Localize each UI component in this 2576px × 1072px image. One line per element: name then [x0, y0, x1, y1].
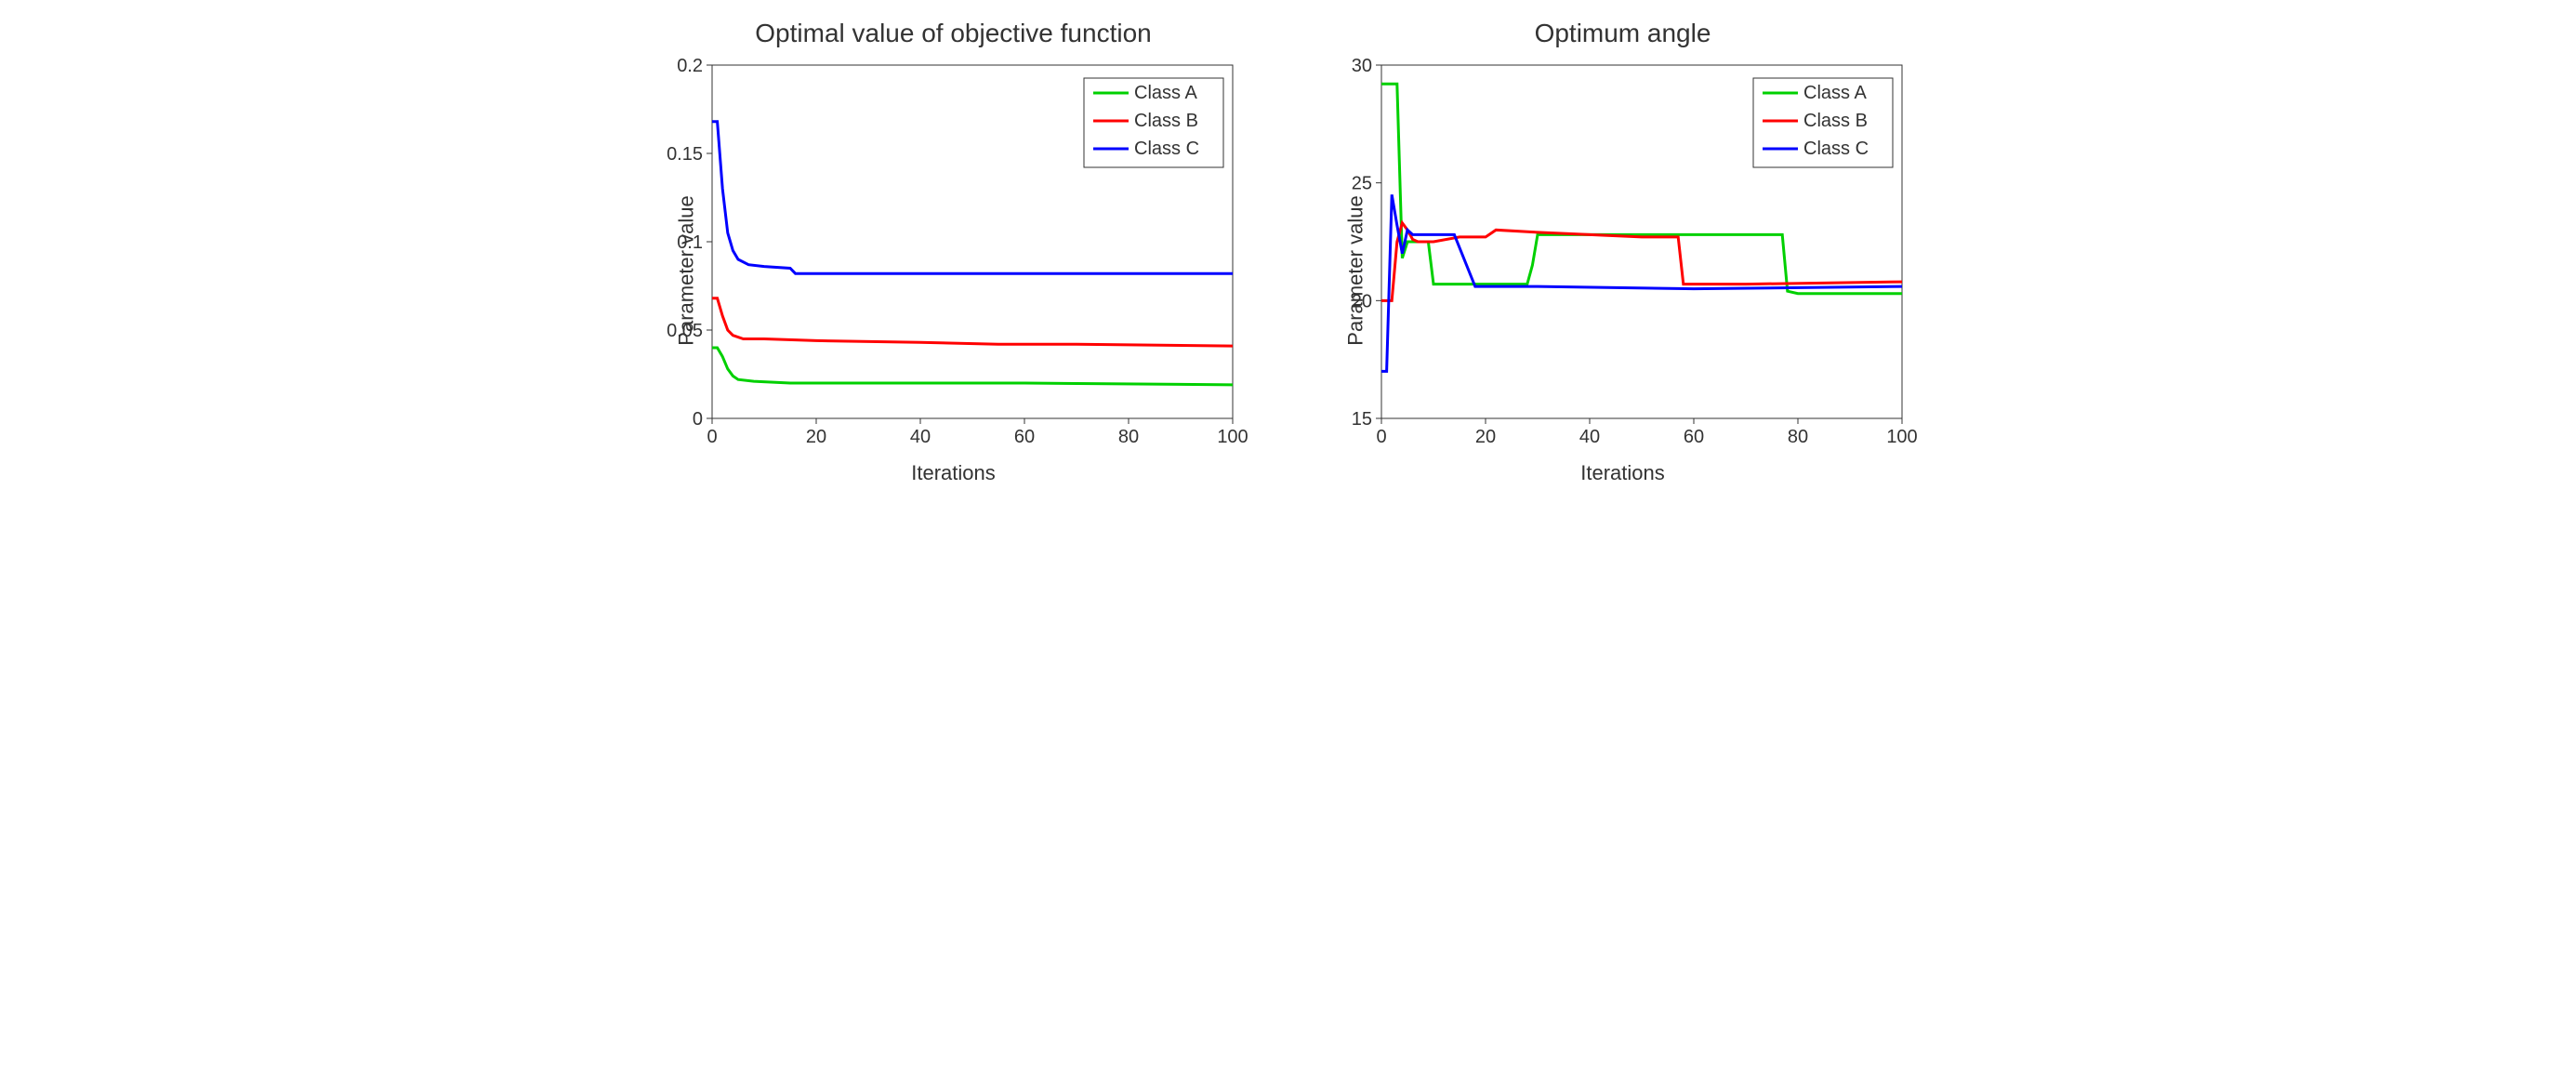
svg-text:100: 100 [1886, 427, 1917, 447]
svg-text:100: 100 [1217, 427, 1248, 447]
svg-text:40: 40 [909, 427, 930, 447]
chart1-xlabel: Iterations [656, 461, 1251, 485]
chart2-ylabel: Parameter value [1343, 195, 1367, 345]
svg-text:Class C: Class C [1134, 139, 1199, 159]
chart2-xlabel: Iterations [1326, 461, 1921, 485]
chart1-svg: 02040608010000.050.10.150.2Class AClass … [656, 56, 1251, 456]
chart1-plot: Parameter value 02040608010000.050.10.15… [656, 56, 1251, 485]
chart2-title: Optimum angle [1326, 19, 1921, 48]
svg-text:Class C: Class C [1803, 139, 1869, 159]
svg-text:Class A: Class A [1134, 83, 1197, 103]
svg-text:Class B: Class B [1803, 111, 1868, 131]
chart-angle: Optimum angle Parameter value 0 20 40 60 80 1… [1326, 19, 1921, 485]
svg-text:0: 0 [707, 427, 717, 447]
svg-text:40: 40 [1579, 427, 1599, 447]
svg-text:60: 60 [1683, 427, 1703, 447]
svg-text:60: 60 [1013, 427, 1034, 447]
svg-text:20: 20 [805, 427, 826, 447]
svg-text:Class B: Class B [1134, 111, 1198, 131]
charts-container: Optimal value of objective function Para… [19, 19, 2557, 485]
svg-text:0.15: 0.15 [667, 144, 703, 165]
chart2-plot: Parameter value 02040608010015202530Clas… [1326, 56, 1921, 485]
svg-text:80: 80 [1787, 427, 1807, 447]
svg-text:0: 0 [692, 409, 702, 430]
chart-objective: Optimal value of objective function Para… [656, 19, 1251, 485]
svg-text:15: 15 [1351, 409, 1371, 430]
svg-text:0.2: 0.2 [677, 56, 703, 76]
svg-text:25: 25 [1351, 174, 1371, 194]
svg-text:80: 80 [1117, 427, 1138, 447]
svg-text:20: 20 [1474, 427, 1495, 447]
svg-text:30: 30 [1351, 56, 1371, 76]
chart1-ylabel: Parameter value [674, 195, 698, 345]
svg-text:Class A: Class A [1803, 83, 1867, 103]
chart2-svg: 02040608010015202530Class AClass BClass … [1326, 56, 1921, 456]
svg-text:0: 0 [1376, 427, 1386, 447]
chart1-title: Optimal value of objective function [656, 19, 1251, 48]
